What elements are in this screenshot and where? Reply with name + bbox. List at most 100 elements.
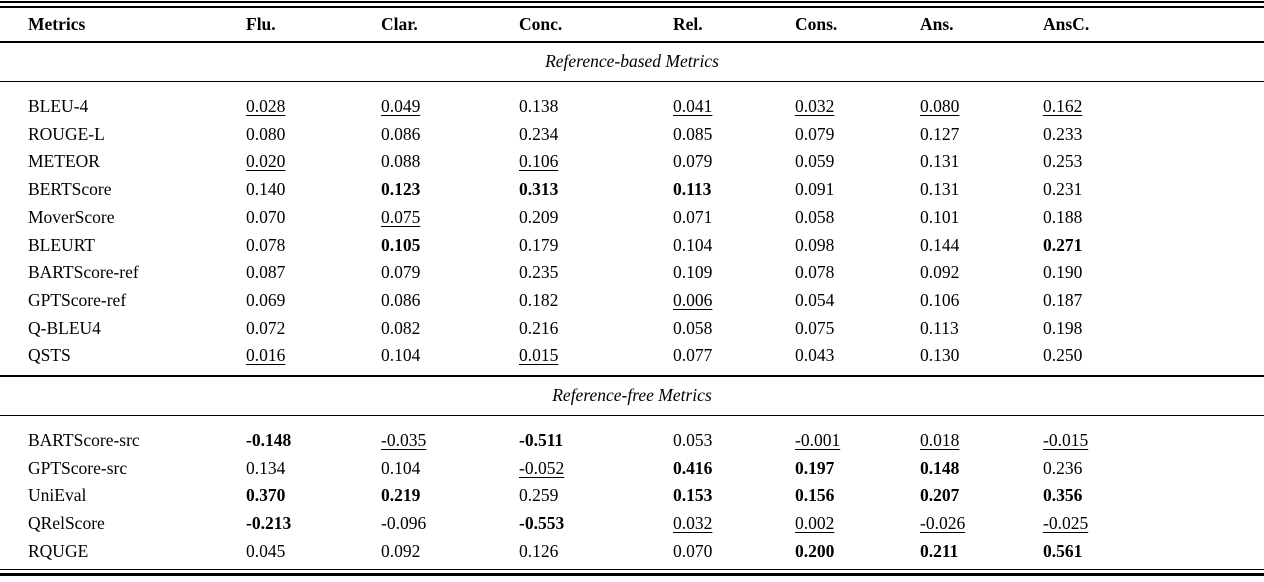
table-row: GPTScore-src 0.134 0.104 -0.052 0.416 0.197 0.… <box>0 455 1264 483</box>
value-text: 0.072 <box>246 317 286 338</box>
value-text: 0.092 <box>920 262 960 283</box>
metrics-correlation-table: Metrics Flu. Clar. Conc. Rel. Cons. Ans. AnsC. … <box>0 8 1264 569</box>
value-cell: 0.104 <box>673 232 795 260</box>
value-cell: -0.015 <box>1043 416 1264 455</box>
value-text: 0.219 <box>381 485 421 506</box>
value-cell: 0.207 <box>920 482 1043 510</box>
value-cell: 0.058 <box>673 315 795 343</box>
value-cell: 0.104 <box>381 342 519 376</box>
value-text: -0.025 <box>1043 513 1089 534</box>
value-text: 0.101 <box>920 206 960 227</box>
value-cell: 0.092 <box>920 259 1043 287</box>
value-cell: 0.130 <box>920 342 1043 376</box>
value-cell: 0.123 <box>381 176 519 204</box>
value-cell: 0.209 <box>519 204 673 232</box>
value-cell: -0.026 <box>920 510 1043 538</box>
value-text: 0.079 <box>381 262 421 283</box>
value-text: 0.075 <box>795 317 835 338</box>
value-text: 0.020 <box>246 151 286 172</box>
section-header-referencefreemetrics: Reference-free Metrics <box>0 376 1264 416</box>
value-cell: 0.236 <box>1043 455 1264 483</box>
value-cell: 0.219 <box>381 482 519 510</box>
value-cell: 0.197 <box>795 455 920 483</box>
value-text: 0.028 <box>246 96 286 116</box>
value-text: 0.091 <box>795 179 835 200</box>
value-text: 0.059 <box>795 151 835 172</box>
value-cell: 0.070 <box>246 204 381 232</box>
value-cell: 0.075 <box>795 315 920 343</box>
value-text: 0.104 <box>381 345 421 366</box>
value-text: 0.069 <box>246 289 286 310</box>
value-text: 0.106 <box>519 151 559 172</box>
value-cell: 0.259 <box>519 482 673 510</box>
section-header-referencebasedmetrics: Reference-based Metrics <box>0 42 1264 82</box>
value-cell: 0.105 <box>381 232 519 260</box>
value-text: 0.211 <box>920 540 959 561</box>
value-cell: 0.106 <box>519 148 673 176</box>
value-cell: 0.082 <box>381 315 519 343</box>
value-cell: 0.234 <box>519 121 673 149</box>
value-text: -0.026 <box>920 513 966 534</box>
value-cell: -0.511 <box>519 416 673 455</box>
metric-name-cell: Q-BLEU4 <box>28 317 101 338</box>
value-cell: 0.179 <box>519 232 673 260</box>
value-cell: 0.104 <box>381 455 519 483</box>
column-header-metrics: Metrics <box>28 14 86 34</box>
table-row: METEOR 0.020 0.088 0.106 0.079 0.059 0.131 0.25… <box>0 148 1264 176</box>
value-cell: 0.109 <box>673 259 795 287</box>
value-text: -0.001 <box>795 430 841 451</box>
value-cell: 0.187 <box>1043 287 1264 315</box>
value-text: 0.234 <box>519 123 559 144</box>
value-cell: 0.561 <box>1043 538 1264 569</box>
value-cell: 0.190 <box>1043 259 1264 287</box>
value-text: 0.086 <box>381 289 421 310</box>
column-header-cons: Cons. <box>795 14 838 34</box>
value-cell: 0.041 <box>673 82 795 121</box>
value-text: 0.058 <box>673 317 713 338</box>
value-cell: 0.198 <box>1043 315 1264 343</box>
value-text: 0.144 <box>920 234 960 255</box>
metric-name-cell: BLEURT <box>28 234 96 255</box>
value-text: 0.356 <box>1043 485 1083 506</box>
value-cell: 0.235 <box>519 259 673 287</box>
value-cell: 0.080 <box>920 82 1043 121</box>
value-cell: -0.001 <box>795 416 920 455</box>
value-text: 0.131 <box>920 151 960 172</box>
value-text: 0.071 <box>673 206 713 227</box>
value-text: 0.098 <box>795 234 835 255</box>
value-cell: 0.416 <box>673 455 795 483</box>
header-row: Metrics Flu. Clar. Conc. Rel. Cons. Ans. AnsC. <box>0 8 1264 42</box>
value-text: 0.561 <box>1043 540 1083 561</box>
value-cell: 0.032 <box>673 510 795 538</box>
column-header-clar: Clar. <box>381 14 418 34</box>
value-text: 0.079 <box>795 123 835 144</box>
table-row: QSTS 0.016 0.104 0.015 0.077 0.043 0.130 0.250 <box>0 342 1264 376</box>
table-row: RQUGE 0.045 0.092 0.126 0.070 0.200 0.211 0.561 <box>0 538 1264 569</box>
value-cell: 0.271 <box>1043 232 1264 260</box>
value-text: 0.259 <box>519 485 559 506</box>
column-header-rel: Rel. <box>673 14 703 34</box>
value-cell: 0.200 <box>795 538 920 569</box>
value-text: 0.070 <box>246 206 286 227</box>
value-cell: 0.148 <box>920 455 1043 483</box>
value-cell: 0.015 <box>519 342 673 376</box>
value-text: 0.233 <box>1043 123 1083 144</box>
value-cell: 0.069 <box>246 287 381 315</box>
value-cell: 0.144 <box>920 232 1043 260</box>
value-text: 0.131 <box>920 179 960 200</box>
value-text: 0.140 <box>246 179 286 200</box>
value-text: 0.250 <box>1043 345 1083 366</box>
value-text: 0.080 <box>246 123 286 144</box>
value-text: 0.088 <box>381 151 421 172</box>
value-cell: -0.213 <box>246 510 381 538</box>
value-text: 0.130 <box>920 345 960 366</box>
value-text: 0.080 <box>920 96 960 116</box>
value-text: 0.370 <box>246 485 286 506</box>
value-cell: 0.086 <box>381 287 519 315</box>
metric-name-cell: RQUGE <box>28 540 89 561</box>
metric-name-cell: BARTScore-ref <box>28 262 139 283</box>
value-cell: 0.101 <box>920 204 1043 232</box>
value-cell: 0.113 <box>673 176 795 204</box>
value-cell: 0.131 <box>920 148 1043 176</box>
value-cell: 0.231 <box>1043 176 1264 204</box>
